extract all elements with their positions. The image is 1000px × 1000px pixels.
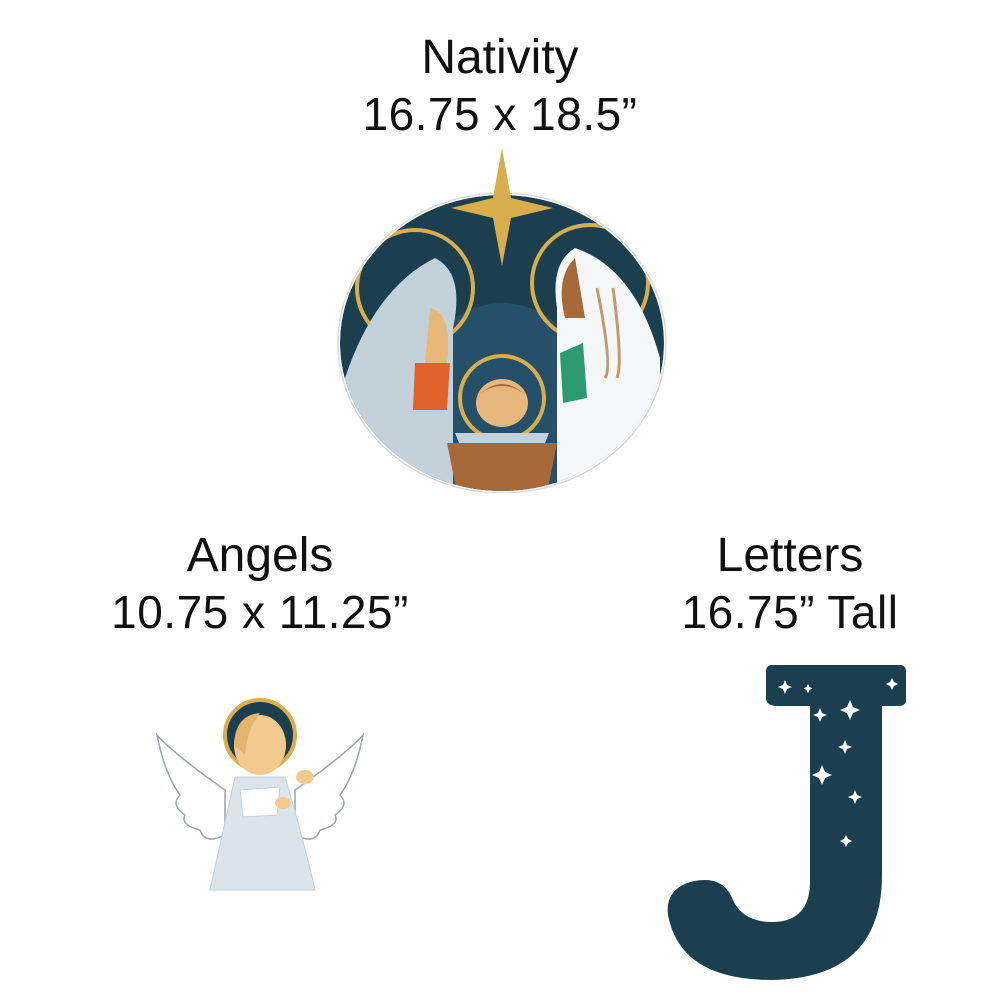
sparkle-icon (840, 700, 860, 720)
sparkle-icon (813, 708, 827, 722)
nativity-cutout (337, 148, 667, 493)
right-wing (294, 732, 365, 840)
sparkle-icon (838, 740, 852, 754)
sparkle-icon (812, 765, 832, 785)
angels-label: Angels 10.75 x 11.25” (60, 528, 460, 639)
sparkle-icon (848, 790, 862, 804)
letters-title: Letters (716, 529, 864, 582)
letter-j-shape (667, 665, 906, 980)
letter-j-icon (667, 665, 906, 980)
sparkle-icons (778, 678, 898, 847)
manger (447, 443, 557, 491)
letters-label: Letters 16.75” Tall (630, 528, 950, 639)
nativity-label: Nativity 16.75 x 18.5” (250, 30, 750, 141)
left-wing (155, 732, 226, 840)
nativity-title: Nativity (421, 31, 579, 84)
angels-title: Angels (186, 529, 334, 582)
sparkle-icon (840, 835, 852, 847)
angel-icon (155, 698, 365, 891)
nativity-size: 16.75 x 18.5” (362, 87, 638, 140)
sparkle-icon (803, 684, 813, 693)
star-icon (451, 148, 553, 266)
sparkle-icon (886, 678, 898, 690)
letters-size: 16.75” Tall (681, 585, 899, 638)
angels-size: 10.75 x 11.25” (111, 585, 409, 638)
sparkle-icon (778, 680, 792, 694)
